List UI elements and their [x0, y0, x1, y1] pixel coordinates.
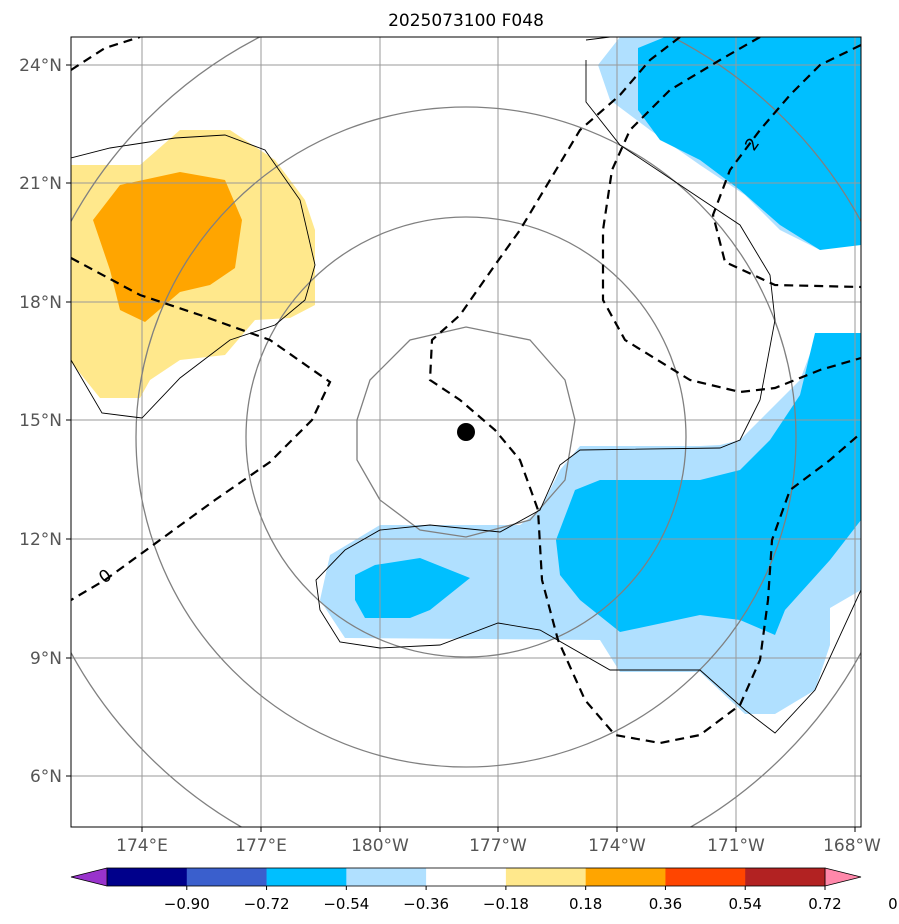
fill-blue-south-small	[355, 558, 470, 618]
colorbar: −0.90 −0.72 −0.54 −0.36 −0.18 0.18 0.36 0.54 0.7…	[70, 867, 899, 913]
colorbar-level-label: −0.72	[244, 895, 290, 913]
colorbar-extend-max	[825, 868, 861, 886]
lat-tick-label: 6°N	[30, 767, 62, 787]
colorbar-labels: −0.90 −0.72 −0.54 −0.36 −0.18 0.18 0.36 0.54 0.7…	[164, 886, 899, 913]
lon-tick-label: 177°E	[235, 836, 287, 856]
fill-blue-southeast	[556, 333, 861, 635]
gridlines	[71, 37, 861, 827]
colorbar-segment	[186, 868, 268, 886]
colorbar-segment	[505, 868, 587, 886]
colorbar-segment	[665, 868, 746, 886]
colorbar-segment	[745, 868, 826, 886]
colorbar-segment	[346, 868, 427, 886]
colorbar-level-label: −0.54	[323, 895, 369, 913]
colorbar-level-label: −0.90	[164, 895, 210, 913]
lon-tick-label: 168°W	[823, 836, 881, 856]
lat-tick-label: 9°N	[30, 649, 62, 669]
colorbar-frame-right	[824, 867, 862, 887]
lon-tick-label: 174°W	[588, 836, 646, 856]
fill-orange-west	[93, 172, 242, 322]
colorbar-level-label: 0.90	[888, 895, 899, 913]
lat-tick-label: 15°N	[19, 411, 62, 431]
longitude-ticks: 174°E 177°E 180°W 177°W 174°W 171°W 168°…	[116, 827, 881, 856]
storm-center-marker	[457, 423, 475, 441]
colorbar-level-label: 0.54	[729, 895, 762, 913]
lon-tick-label: 171°W	[707, 836, 765, 856]
colorbar-level-label: −0.36	[403, 895, 449, 913]
map-frame	[70, 36, 862, 828]
colorbar-segments	[107, 868, 826, 886]
latitude-ticks: 24°N 21°N 18°N 15°N 12°N 9°N 6°N	[19, 56, 71, 787]
colorbar-segment	[585, 868, 666, 886]
colorbar-segment	[107, 868, 188, 886]
lon-tick-label: 177°W	[469, 836, 527, 856]
lon-tick-label: 174°E	[116, 836, 168, 856]
colorbar-extend-min	[71, 868, 107, 886]
colorbar-level-label: 0.72	[808, 895, 841, 913]
lon-tick-label: 180°W	[351, 836, 409, 856]
dashed-contours	[71, 37, 861, 745]
colorbar-segment	[266, 868, 347, 886]
lat-tick-label: 24°N	[19, 56, 62, 76]
map-title: 2025073100 F048	[388, 11, 544, 31]
colorbar-frame	[106, 867, 826, 887]
colorbar-frame-left	[70, 867, 108, 887]
lat-tick-label: 18°N	[19, 293, 62, 313]
range-rings	[71, 37, 861, 827]
colorbar-level-label: −0.18	[483, 895, 529, 913]
colorbar-level-label: 0.18	[569, 895, 602, 913]
lat-tick-label: 21°N	[19, 174, 62, 194]
map-area: 2 0	[71, 37, 861, 827]
colorbar-level-label: 0.36	[649, 895, 682, 913]
lat-tick-label: 12°N	[19, 530, 62, 550]
colorbar-segment	[426, 868, 507, 886]
